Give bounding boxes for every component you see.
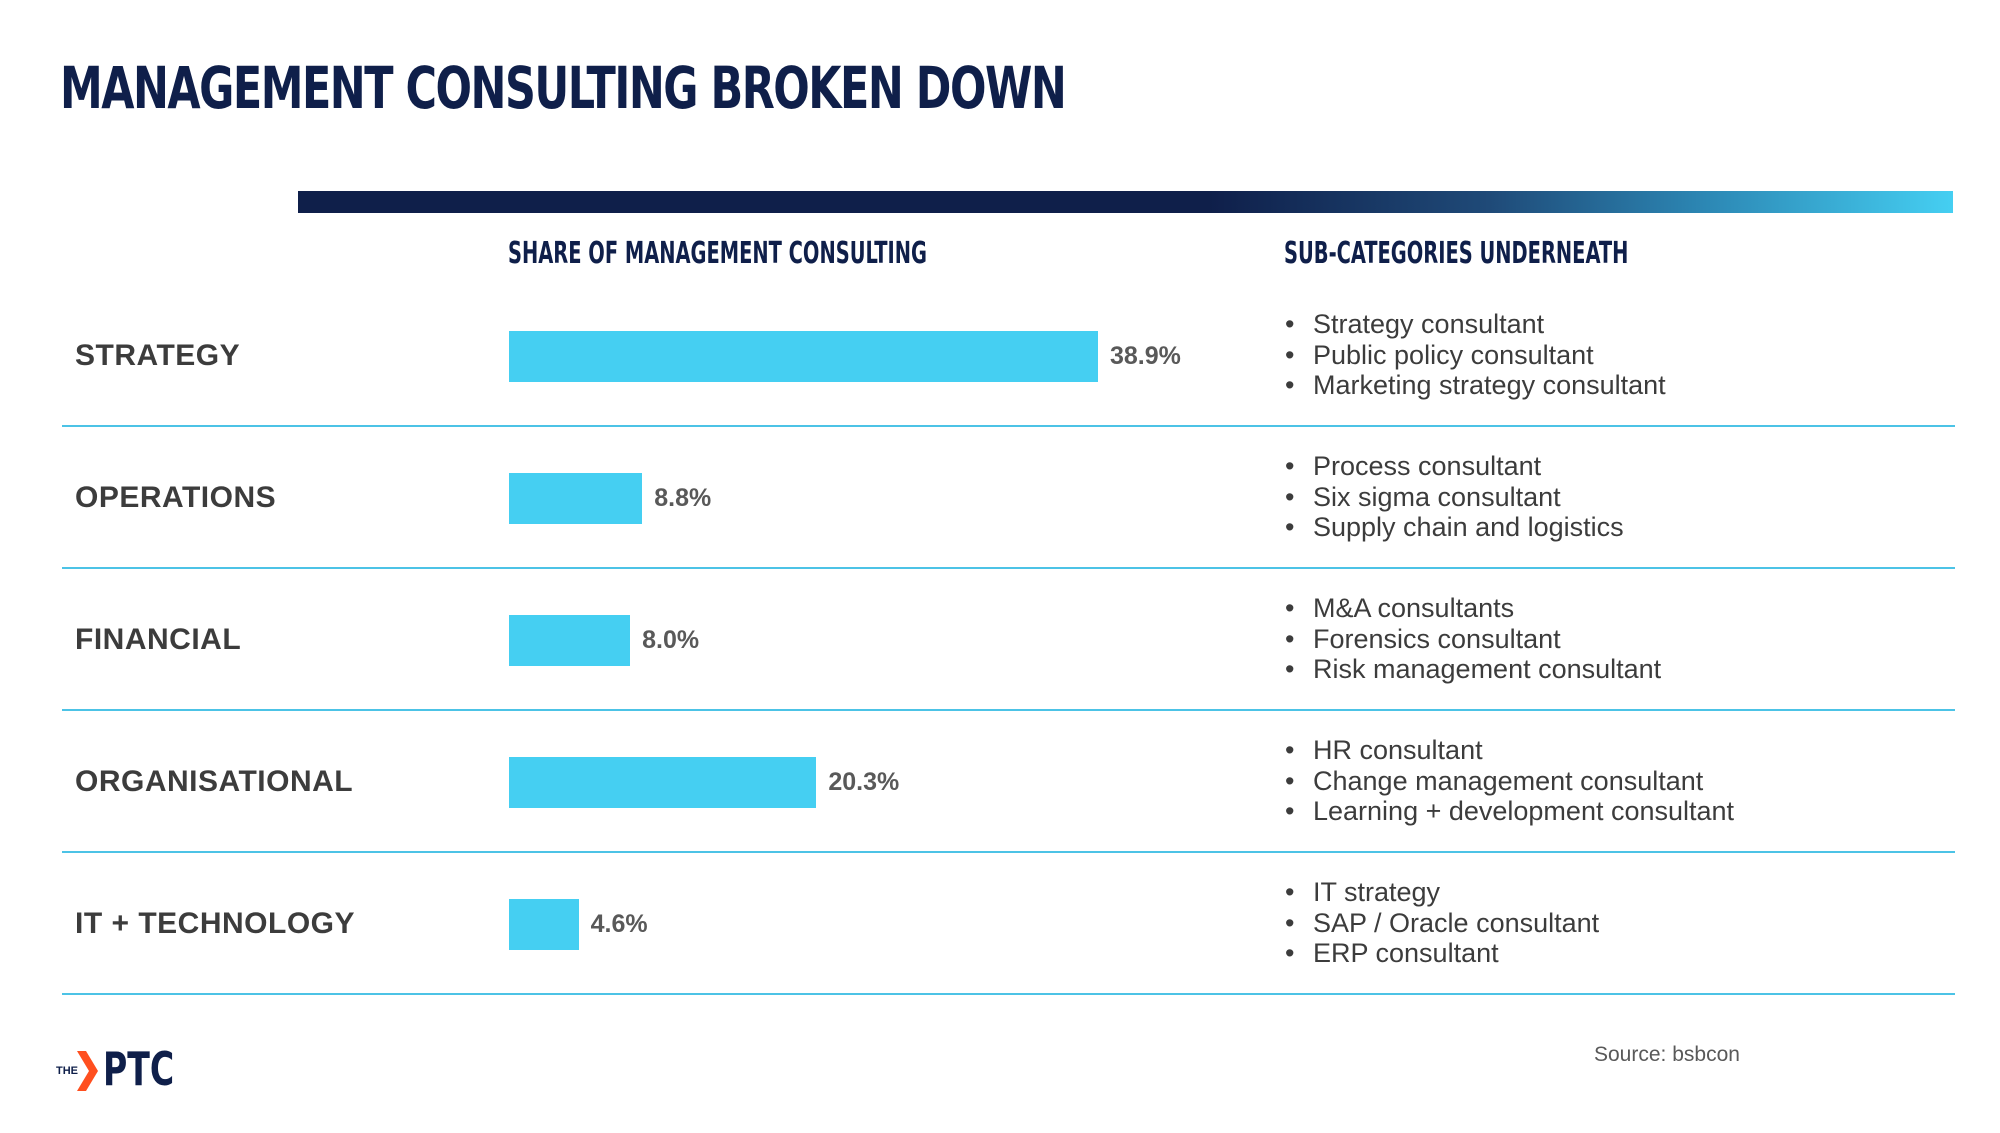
bullet-icon: • xyxy=(1285,735,1295,766)
bar xyxy=(509,473,643,524)
bullet-icon: • xyxy=(1285,907,1295,938)
subcategory-list: • HR consultant • Change management consult… xyxy=(1285,711,1734,851)
share-column-header: SHARE OF MANAGEMENT CONSULTING xyxy=(508,236,927,271)
subcategory-item: • ERP consultant xyxy=(1285,938,1599,969)
page-title: MANAGEMENT CONSULTING BROKEN DOWN xyxy=(60,54,1067,122)
subcategory-text: Public policy consultant xyxy=(1313,339,1594,370)
bar xyxy=(509,615,631,666)
subcategory-item: • Six sigma consultant xyxy=(1285,482,1624,513)
bar xyxy=(509,757,817,808)
row-divider xyxy=(62,851,1955,853)
chart-row: OPERATIONS 8.8% • Process consultant • Six si… xyxy=(62,427,1955,569)
chart-row: STRATEGY 38.9% • Strategy consultant • Public… xyxy=(62,285,1955,427)
subcategory-text: IT strategy xyxy=(1313,877,1441,908)
subcategory-item: • Public policy consultant xyxy=(1285,340,1666,371)
row-divider xyxy=(62,567,1955,569)
subcategory-text: M&A consultants xyxy=(1313,593,1515,624)
subcategory-item: • Strategy consultant xyxy=(1285,309,1666,340)
bullet-icon: • xyxy=(1285,623,1295,654)
bullet-icon: • xyxy=(1285,370,1295,401)
source-note: Source: bsbcon xyxy=(1594,1043,1740,1066)
row-divider xyxy=(62,425,1955,427)
subcategory-item: • Process consultant xyxy=(1285,451,1624,482)
category-label: IT + TECHNOLOGY xyxy=(75,907,356,940)
subcategory-item: • Marketing strategy consultant xyxy=(1285,370,1666,401)
subcategory-text: ERP consultant xyxy=(1313,938,1499,969)
subcategory-item: • Learning + development consultant xyxy=(1285,796,1734,827)
value-label: 4.6% xyxy=(590,910,648,938)
subcategory-list: • M&A consultants • Forensics consultant • Ri… xyxy=(1285,569,1661,709)
row-divider xyxy=(62,993,1955,995)
subcategory-text: Risk management consultant xyxy=(1313,654,1662,685)
ptc-logo: THE PTC xyxy=(56,1042,236,1096)
logo-the-text: THE xyxy=(56,1065,78,1077)
subcategory-item: • Change management consultant xyxy=(1285,766,1734,797)
category-label: STRATEGY xyxy=(75,339,241,372)
bullet-icon: • xyxy=(1285,451,1295,482)
subcategory-item: • M&A consultants xyxy=(1285,593,1661,624)
subcategory-text: Supply chain and logistics xyxy=(1313,512,1624,543)
subcategory-text: Strategy consultant xyxy=(1313,309,1545,340)
bullet-icon: • xyxy=(1285,512,1295,543)
chevron-right-icon xyxy=(77,1051,98,1091)
subcategory-text: Learning + development consultant xyxy=(1313,796,1735,827)
category-label: ORGANISATIONAL xyxy=(75,765,354,798)
subcategory-item: • HR consultant xyxy=(1285,735,1734,766)
bar xyxy=(509,899,579,950)
bullet-icon: • xyxy=(1285,796,1295,827)
value-label: 8.0% xyxy=(642,626,700,654)
subcategory-list: • Strategy consultant • Public policy consu… xyxy=(1285,285,1666,425)
subcategory-text: Six sigma consultant xyxy=(1313,481,1561,512)
bullet-icon: • xyxy=(1285,481,1295,512)
subcategory-text: Process consultant xyxy=(1313,451,1542,482)
subcategory-text: Forensics consultant xyxy=(1313,623,1561,654)
bullet-icon: • xyxy=(1285,765,1295,796)
category-label: FINANCIAL xyxy=(75,623,242,656)
chart-row: FINANCIAL 8.0% • M&A consultants • Forensics … xyxy=(62,569,1955,711)
value-label: 20.3% xyxy=(828,768,900,796)
gradient-header-bar xyxy=(298,191,1953,213)
bullet-icon: • xyxy=(1285,938,1295,969)
subcategories-column-header: SUB-CATEGORIES UNDERNEATH xyxy=(1284,236,1629,271)
bullet-icon: • xyxy=(1285,339,1295,370)
bullet-icon: • xyxy=(1285,593,1295,624)
subcategory-item: • IT strategy xyxy=(1285,877,1599,908)
value-label: 8.8% xyxy=(654,484,712,512)
chart-row: ORGANISATIONAL 20.3% • HR consultant • Change… xyxy=(62,711,1955,853)
subcategory-item: • Forensics consultant xyxy=(1285,624,1661,655)
subcategory-list: • IT strategy • SAP / Oracle consultant • ERP… xyxy=(1285,853,1599,993)
chart-row: IT + TECHNOLOGY 4.6% • IT strategy • SAP / Or… xyxy=(62,853,1955,995)
bullet-icon: • xyxy=(1285,309,1295,340)
logo-ptc-text: PTC xyxy=(103,1042,175,1096)
subcategory-text: SAP / Oracle consultant xyxy=(1313,907,1600,938)
subcategory-item: • Supply chain and logistics xyxy=(1285,512,1624,543)
row-divider xyxy=(62,709,1955,711)
bar xyxy=(509,331,1098,382)
subcategory-text: HR consultant xyxy=(1313,735,1483,766)
subcategory-item: • Risk management consultant xyxy=(1285,654,1661,685)
value-label: 38.9% xyxy=(1109,342,1181,370)
category-label: OPERATIONS xyxy=(75,481,277,514)
bullet-icon: • xyxy=(1285,877,1295,908)
bullet-icon: • xyxy=(1285,654,1295,685)
subcategory-text: Change management consultant xyxy=(1313,765,1704,796)
subcategory-list: • Process consultant • Six sigma consultant… xyxy=(1285,427,1624,567)
subcategory-item: • SAP / Oracle consultant xyxy=(1285,908,1599,939)
subcategory-text: Marketing strategy consultant xyxy=(1313,370,1666,401)
